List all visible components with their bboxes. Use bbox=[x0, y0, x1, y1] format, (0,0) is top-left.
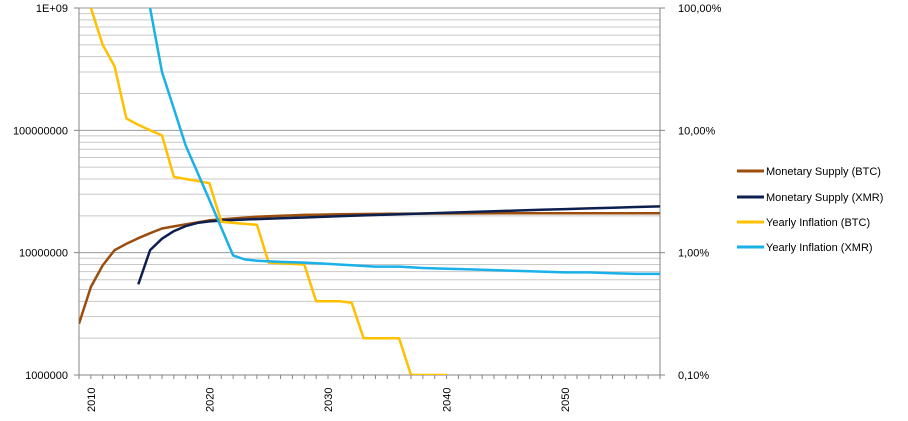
y-right-tick-label: 1,00% bbox=[678, 248, 709, 260]
series-line-monetary-supply-xmr bbox=[137, 205, 660, 285]
series-lines bbox=[79, 8, 660, 375]
y-left-tick-label: 100000000 bbox=[13, 125, 68, 137]
x-tick-label: 2050 bbox=[560, 388, 572, 412]
y-left-tick-label: 10000000 bbox=[19, 248, 68, 260]
x-axis-ticks: 2010 2020 2030 2040 2050 bbox=[78, 375, 661, 412]
series-line-yearly-inflation-btc bbox=[89, 8, 447, 375]
legend-label-monetary-supply-btc: Monetary Supply (BTC) bbox=[766, 166, 881, 178]
x-tick-label: 2030 bbox=[323, 388, 335, 412]
axes bbox=[78, 8, 661, 376]
x-tick-label: 2020 bbox=[204, 388, 216, 412]
legend-label-yearly-inflation-xmr: Yearly Inflation (XMR) bbox=[766, 242, 873, 254]
y-left-tick-label: 1000000 bbox=[25, 370, 68, 382]
legend-label-yearly-inflation-btc: Yearly Inflation (BTC) bbox=[766, 217, 870, 229]
series-line-monetary-supply-btc bbox=[79, 212, 660, 325]
legend: Monetary Supply (BTC) Monetary Supply (XM… bbox=[737, 166, 883, 254]
y-right-tick-label: 100,00% bbox=[678, 3, 722, 15]
legend-label-monetary-supply-xmr: Monetary Supply (XMR) bbox=[766, 192, 883, 204]
x-tick-label: 2040 bbox=[442, 388, 454, 412]
series-line-yearly-inflation-xmr bbox=[148, 8, 660, 276]
gridlines bbox=[79, 7, 660, 376]
y-right-tick-label: 0,10% bbox=[678, 370, 709, 382]
y-right-tick-label: 10,00% bbox=[678, 125, 716, 137]
y-axis-right-ticks: 0,10% 1,00% 10,00% 100,00% bbox=[660, 3, 722, 382]
y-axis-left-ticks: 1000000 10000000 100000000 1E+09 bbox=[13, 3, 79, 382]
x-tick-label: 2010 bbox=[86, 388, 98, 412]
y-left-tick-label: 1E+09 bbox=[36, 3, 68, 15]
